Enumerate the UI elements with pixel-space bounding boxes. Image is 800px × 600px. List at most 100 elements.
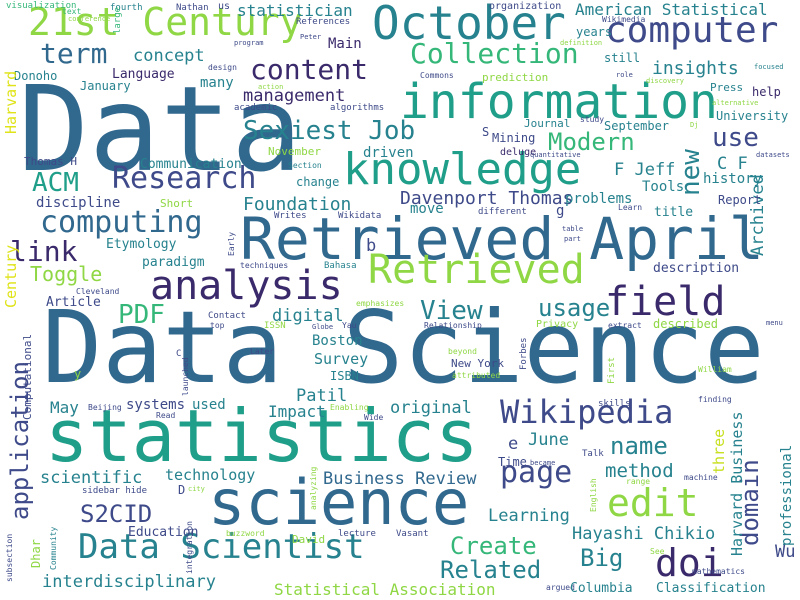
- cloud-word: English: [589, 478, 598, 512]
- cloud-word: beyond: [448, 347, 477, 356]
- cloud-word: Retrieved: [368, 247, 585, 293]
- cloud-word: problems: [565, 191, 633, 207]
- cloud-word: discipline: [36, 195, 121, 211]
- cloud-word: field: [605, 279, 726, 325]
- cloud-word: organization: [489, 1, 562, 12]
- cloud-word: S: [482, 125, 490, 139]
- cloud-word: paradigm: [142, 255, 205, 270]
- cloud-word: extract: [608, 321, 642, 330]
- cloud-word: September: [604, 119, 670, 133]
- cloud-word: Time: [498, 455, 527, 469]
- cloud-word: Privacy: [536, 319, 579, 330]
- cloud-word: role: [616, 71, 633, 79]
- cloud-word: Thomas H: [24, 155, 77, 168]
- cloud-word: January: [80, 79, 131, 93]
- cloud-word: Data Science: [42, 289, 765, 406]
- cloud-word: Talk: [582, 449, 604, 459]
- cloud-word: systems: [126, 397, 186, 413]
- cloud-word: mathematics: [692, 567, 745, 576]
- cloud-word: Harvard: [2, 70, 20, 134]
- cloud-word: Community: [49, 526, 58, 570]
- cloud-word: Journal: [524, 117, 571, 130]
- cloud-word: attributed: [452, 371, 501, 380]
- cloud-word: Commons: [420, 71, 454, 80]
- cloud-word: Toggle: [30, 262, 103, 286]
- cloud-word: Learning: [488, 506, 570, 526]
- cloud-word: menu: [766, 319, 783, 327]
- cloud-word: Section: [288, 161, 322, 170]
- cloud-word: discovery: [646, 77, 684, 85]
- cloud-word: Main: [328, 36, 362, 52]
- cloud-word: doi: [655, 541, 724, 585]
- cloud-word: Data Scientist: [78, 527, 365, 567]
- cloud-word: Foundation: [243, 194, 352, 215]
- cloud-word: statistician: [237, 1, 353, 20]
- cloud-word: design: [208, 63, 237, 72]
- cloud-word: Hayashi Chikio: [572, 524, 716, 544]
- cloud-word: View: [420, 296, 483, 326]
- cloud-word: Enabling: [330, 403, 369, 412]
- cloud-word: datasets: [756, 151, 790, 159]
- cloud-word: C: [176, 349, 182, 359]
- cloud-word: technology: [165, 466, 256, 484]
- cloud-word: Patil: [296, 386, 348, 406]
- cloud-word: techniques: [240, 261, 289, 270]
- cloud-word: focused: [754, 63, 784, 71]
- cloud-word: management: [243, 86, 346, 106]
- cloud-word: knowledge: [343, 144, 582, 195]
- cloud-word: Wu: [775, 542, 796, 562]
- cloud-word: driven: [363, 145, 414, 161]
- cloud-word: Writes: [274, 211, 307, 221]
- cloud-word: link: [10, 235, 78, 268]
- cloud-word: used: [192, 397, 226, 413]
- cloud-word: C F: [717, 154, 748, 174]
- cloud-word: First: [607, 356, 617, 384]
- cloud-word: digital: [272, 306, 344, 326]
- cloud-word: S2CID: [80, 500, 153, 528]
- cloud-word: skills: [598, 399, 631, 409]
- cloud-word: information: [400, 74, 718, 130]
- cloud-word: May: [50, 398, 79, 417]
- cloud-word: history: [703, 171, 763, 187]
- cloud-word: Press: [710, 81, 744, 94]
- cloud-word: ISSN: [264, 321, 286, 331]
- cloud-word: Wide: [364, 413, 384, 422]
- cloud-word: New York: [451, 357, 504, 370]
- cloud-word: Peter: [300, 33, 322, 41]
- cloud-word: Columbia: [570, 581, 633, 596]
- cloud-word: Create: [450, 532, 537, 560]
- cloud-word: University: [716, 109, 789, 123]
- cloud-word: science: [208, 466, 470, 539]
- cloud-word: described: [653, 317, 719, 331]
- cloud-word: finding: [698, 395, 732, 404]
- cloud-word: October: [372, 0, 566, 50]
- cloud-word: Mining: [492, 131, 536, 145]
- cloud-word: table: [562, 225, 584, 233]
- cloud-word: References: [296, 17, 351, 27]
- cloud-word: lecture: [338, 529, 376, 539]
- cloud-word: Article: [46, 295, 101, 310]
- cloud-word: November: [268, 145, 321, 158]
- cloud-word: became: [530, 459, 556, 467]
- cloud-word: Vasant: [396, 529, 429, 539]
- cloud-word: Cleveland: [76, 287, 120, 296]
- cloud-word: b: [366, 236, 377, 256]
- cloud-word: y: [74, 367, 82, 381]
- cloud-word: help: [752, 85, 781, 99]
- cloud-word: professional: [779, 444, 795, 546]
- cloud-word: American Statistical: [575, 0, 768, 19]
- cloud-word: usage: [538, 294, 611, 322]
- cloud-word: name: [610, 432, 668, 460]
- cloud-word: Statistical Association: [274, 580, 496, 599]
- cloud-word: definition: [560, 39, 603, 47]
- cloud-word: Related: [440, 556, 542, 584]
- cloud-word: PDF: [118, 300, 165, 330]
- cloud-word: conference: [68, 15, 111, 23]
- cloud-word: city: [188, 485, 205, 493]
- cloud-word: Classification: [656, 581, 766, 596]
- cloud-word: William: [698, 365, 732, 374]
- cloud-word: sidebar hide: [82, 486, 148, 496]
- cloud-word: Harvard Business: [728, 411, 746, 557]
- cloud-word: Wikipedia: [500, 393, 674, 431]
